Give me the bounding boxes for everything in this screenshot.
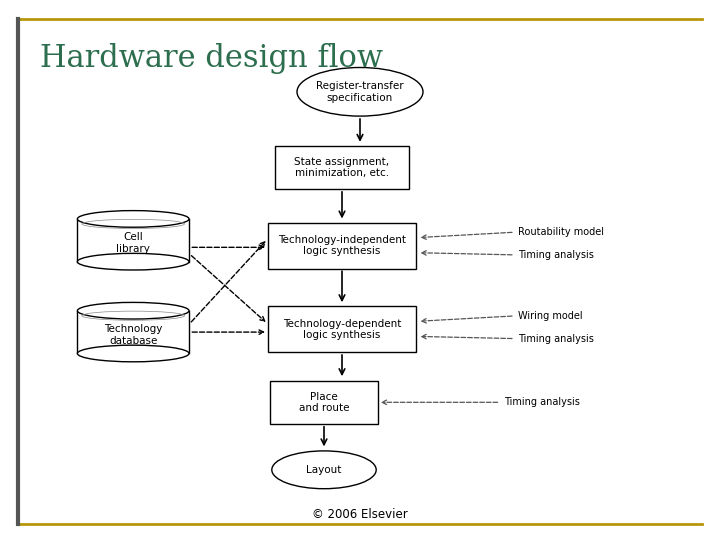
Text: Technology
database: Technology database [104,324,163,346]
Text: State assignment,
minimization, etc.: State assignment, minimization, etc. [294,157,390,178]
Bar [78,219,189,262]
Text: Hardware design flow: Hardware design flow [40,43,382,74]
Ellipse shape [297,68,423,116]
Bar [270,381,378,424]
Text: Routability model: Routability model [518,227,604,237]
Ellipse shape [78,302,189,319]
Text: Register-transfer
specification: Register-transfer specification [316,81,404,103]
Text: © 2006 Elsevier: © 2006 Elsevier [312,508,408,521]
Bar [78,310,189,354]
Ellipse shape [78,345,189,362]
Text: Timing analysis: Timing analysis [518,250,594,260]
Text: Technology-independent
logic synthesis: Technology-independent logic synthesis [278,235,406,256]
Text: Timing analysis: Timing analysis [518,334,594,343]
Text: Technology-dependent
logic synthesis: Technology-dependent logic synthesis [283,319,401,340]
Ellipse shape [78,253,189,270]
Bar [268,306,416,352]
Bar [268,222,416,268]
Ellipse shape [272,451,376,489]
Bar [275,146,408,189]
Text: Timing analysis: Timing analysis [504,397,580,407]
Ellipse shape [78,211,189,227]
Text: Cell
library: Cell library [116,232,150,254]
Text: Layout: Layout [306,465,342,475]
Text: Wiring model: Wiring model [518,311,583,321]
Text: Place
and route: Place and route [299,392,349,413]
